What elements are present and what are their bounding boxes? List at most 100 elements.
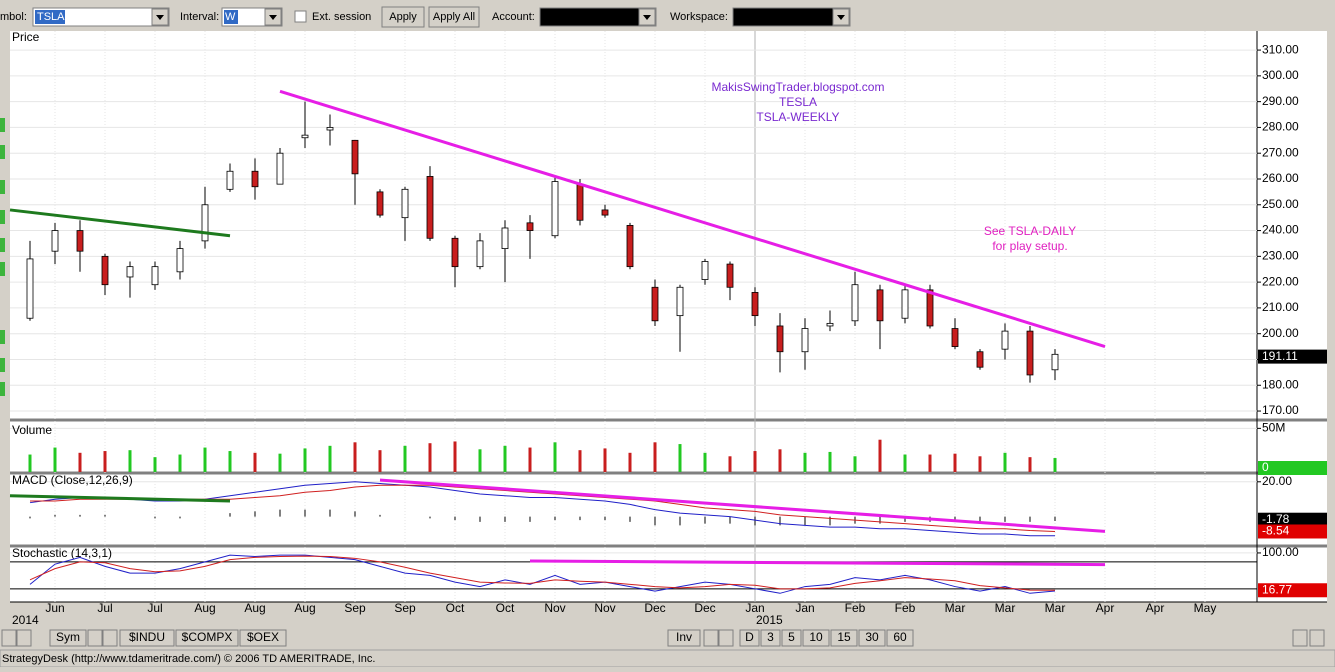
volume-bar	[553, 442, 557, 472]
volume-bar	[178, 454, 182, 472]
nav-button[interactable]	[1292, 629, 1308, 647]
candle-body	[926, 289, 934, 327]
apply-all-button[interactable]	[428, 6, 480, 28]
y-tick-label: 20.00	[1262, 474, 1292, 488]
y-tick-label: 210.00	[1262, 300, 1299, 314]
volume-bar	[953, 453, 957, 472]
candle-body	[1001, 330, 1009, 350]
indicator-line	[29, 555, 1056, 591]
volume-bar	[928, 454, 932, 472]
volume-bar	[328, 445, 332, 472]
y-tick-label: 230.00	[1262, 249, 1299, 263]
last-value-box	[1258, 461, 1327, 475]
candle-body	[676, 286, 684, 317]
nav-button[interactable]	[1309, 629, 1325, 647]
volume-bar	[578, 450, 582, 472]
candle-body	[301, 134, 309, 139]
candle-body	[501, 227, 509, 250]
tab-button[interactable]	[49, 629, 87, 647]
y-tick-label: 240.00	[1262, 223, 1299, 237]
left-strip	[0, 31, 10, 602]
apply-button[interactable]	[381, 6, 425, 28]
y-tick-label: 220.00	[1262, 274, 1299, 288]
workspace-label: Workspace:	[670, 11, 728, 23]
y-tick-label: 290.00	[1262, 94, 1299, 108]
nav-button[interactable]	[703, 629, 719, 647]
nav-button[interactable]	[1, 629, 17, 647]
candle-body	[126, 266, 134, 278]
account-label: Account:	[492, 11, 535, 23]
symbol-tab[interactable]	[239, 629, 287, 647]
volume-bar	[78, 452, 82, 472]
volume-bar	[1003, 452, 1007, 472]
dropdown-arrow	[837, 15, 845, 20]
volume-bar	[428, 443, 432, 472]
annotation: TESLA	[779, 95, 817, 109]
volume-bar	[828, 451, 832, 472]
interval-tab[interactable]	[760, 629, 781, 647]
symbol-tab[interactable]	[119, 629, 175, 647]
last-value-label: 0	[1262, 460, 1269, 474]
interval-tab[interactable]	[858, 629, 886, 647]
interval-tab[interactable]	[886, 629, 914, 647]
last-value-box	[1258, 349, 1327, 364]
candle-body	[376, 191, 384, 216]
interval-tab[interactable]	[802, 629, 830, 647]
symbol-tab-text: $COMPX	[182, 630, 233, 644]
workspace-box[interactable]	[732, 7, 851, 27]
tab-button[interactable]	[667, 629, 701, 647]
candle-body	[726, 263, 734, 288]
x-tick-label: Jan	[795, 601, 814, 615]
nav-button[interactable]	[102, 629, 118, 647]
volume-bar	[528, 447, 532, 472]
interval-tab-text: 60	[893, 630, 907, 644]
interval-tab[interactable]	[830, 629, 858, 647]
x-tick-label: Oct	[496, 601, 515, 615]
candle-body	[251, 170, 259, 188]
volume-bar	[228, 451, 232, 472]
candle-body	[976, 351, 984, 368]
volume-bar	[403, 445, 407, 472]
candle-body	[526, 222, 534, 231]
symbol-tab-text: $OEX	[247, 630, 279, 644]
candle-body	[151, 266, 159, 286]
last-value-box	[1258, 512, 1327, 527]
x-tick-label: Sep	[394, 601, 416, 615]
status-text: StrategyDesk (http://www.tdameritrade.co…	[2, 653, 375, 665]
tab-button-text: Inv	[676, 630, 692, 644]
panel-title: MACD (Close,12,26,9)	[12, 473, 133, 487]
y-tick-label: 280.00	[1262, 120, 1299, 134]
interval-label: Interval:	[180, 11, 219, 23]
volume-bar	[353, 442, 357, 472]
nav-button[interactable]	[718, 629, 734, 647]
y-tick-label: 300.00	[1262, 68, 1299, 82]
volume-bar	[753, 451, 757, 472]
candle-body	[826, 322, 834, 327]
symbol-tab[interactable]	[175, 629, 239, 647]
year-label: 2014	[12, 613, 39, 627]
volume-bar	[678, 444, 682, 472]
nav-button[interactable]	[87, 629, 103, 647]
symbol-label: mbol:	[0, 11, 27, 23]
year-label: 2015	[756, 613, 783, 627]
symbol-select	[35, 10, 65, 24]
candle-body	[626, 225, 634, 268]
nav-button[interactable]	[16, 629, 32, 647]
annotation: See TSLA-DAILY	[984, 224, 1076, 238]
x-tick-label: Apr	[1096, 601, 1115, 615]
interval-tab[interactable]	[781, 629, 802, 647]
x-tick-label: Jun	[45, 601, 64, 615]
trendline	[379, 478, 1106, 533]
symbol-box[interactable]	[32, 7, 170, 27]
last-value-label: 191.11	[1262, 349, 1298, 363]
ext-session-checkbox[interactable]	[294, 10, 307, 23]
interval-tab[interactable]	[739, 629, 760, 647]
volume-bar	[453, 441, 457, 472]
account-box[interactable]	[539, 7, 657, 27]
y-tick-label: 200.00	[1262, 326, 1299, 340]
volume-bar	[728, 456, 732, 472]
candle-body	[426, 176, 434, 239]
right-strip	[1327, 31, 1335, 602]
chart-area	[10, 31, 1327, 602]
